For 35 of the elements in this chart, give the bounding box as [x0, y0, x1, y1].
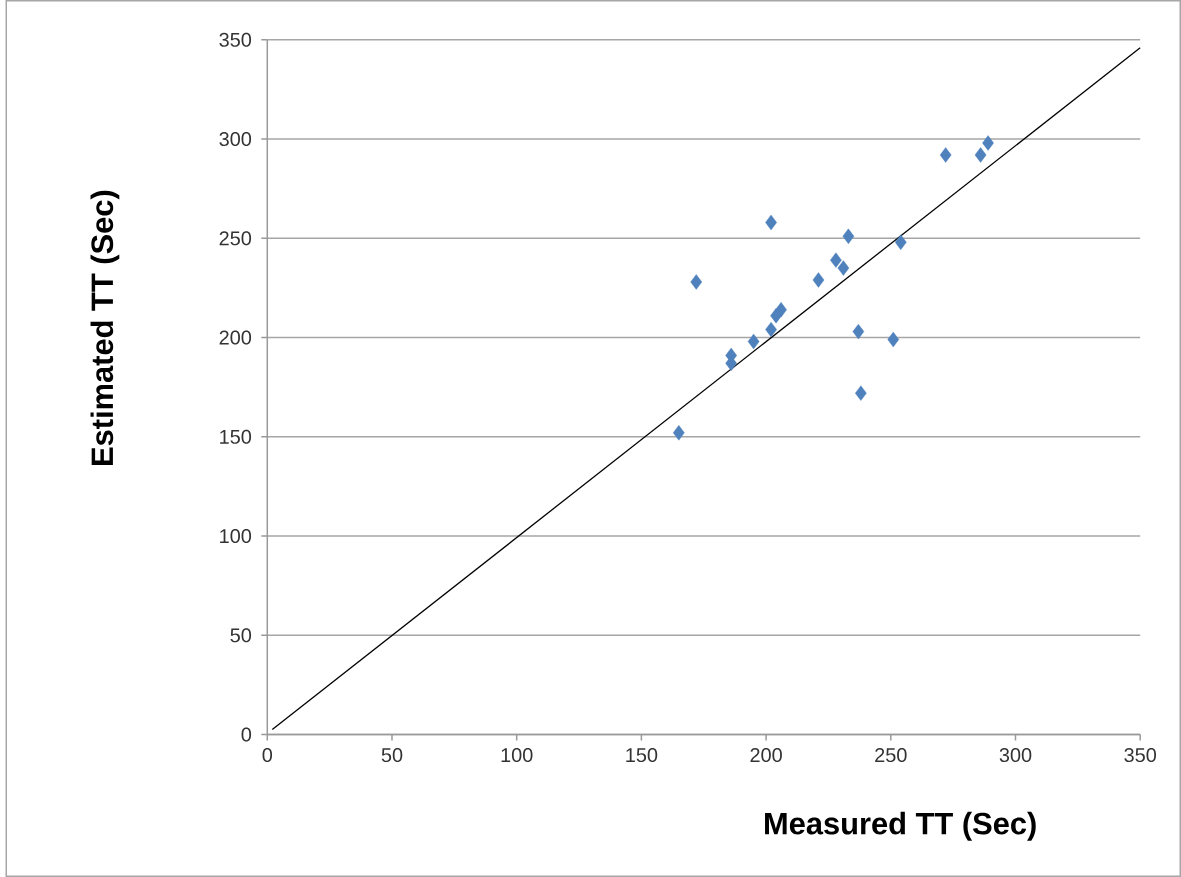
y-tick-label: 250 — [219, 231, 252, 246]
point — [770, 308, 782, 324]
point — [855, 385, 867, 401]
x-tick-label: 150 — [626, 748, 658, 763]
point — [939, 147, 952, 163]
y-tick-label: 150 — [220, 429, 252, 444]
x-tick-label: 100 — [501, 748, 533, 763]
x-tick-label: 200 — [750, 748, 782, 763]
point — [852, 323, 865, 340]
point — [837, 260, 850, 276]
point — [830, 252, 842, 268]
point — [690, 274, 703, 290]
point — [894, 234, 907, 250]
point — [887, 331, 900, 348]
x-tick-label: 0 — [262, 748, 273, 763]
y-tick-label: 50 — [230, 628, 252, 643]
x-tick-label: 350 — [1124, 748, 1157, 763]
y-tick-label: 300 — [219, 132, 252, 147]
y-tick-label: 100 — [220, 529, 252, 544]
point — [673, 425, 685, 441]
y-tick-label: 200 — [219, 330, 252, 345]
point — [765, 322, 777, 338]
point — [974, 147, 987, 163]
point — [765, 214, 777, 231]
point — [747, 333, 760, 350]
x-tick-label: 300 — [999, 748, 1032, 763]
x-tick-label: 250 — [875, 748, 907, 763]
y-axis-title: Estimated TT (Sec) — [90, 190, 120, 465]
point — [842, 228, 855, 245]
x-tick-label: 50 — [381, 748, 403, 763]
y-tick-label: 0 — [241, 727, 252, 742]
point — [812, 272, 825, 288]
x-axis-title: Measured TT (Sec) — [765, 811, 1036, 841]
point — [982, 135, 994, 151]
y-tick-label: 350 — [219, 32, 252, 47]
